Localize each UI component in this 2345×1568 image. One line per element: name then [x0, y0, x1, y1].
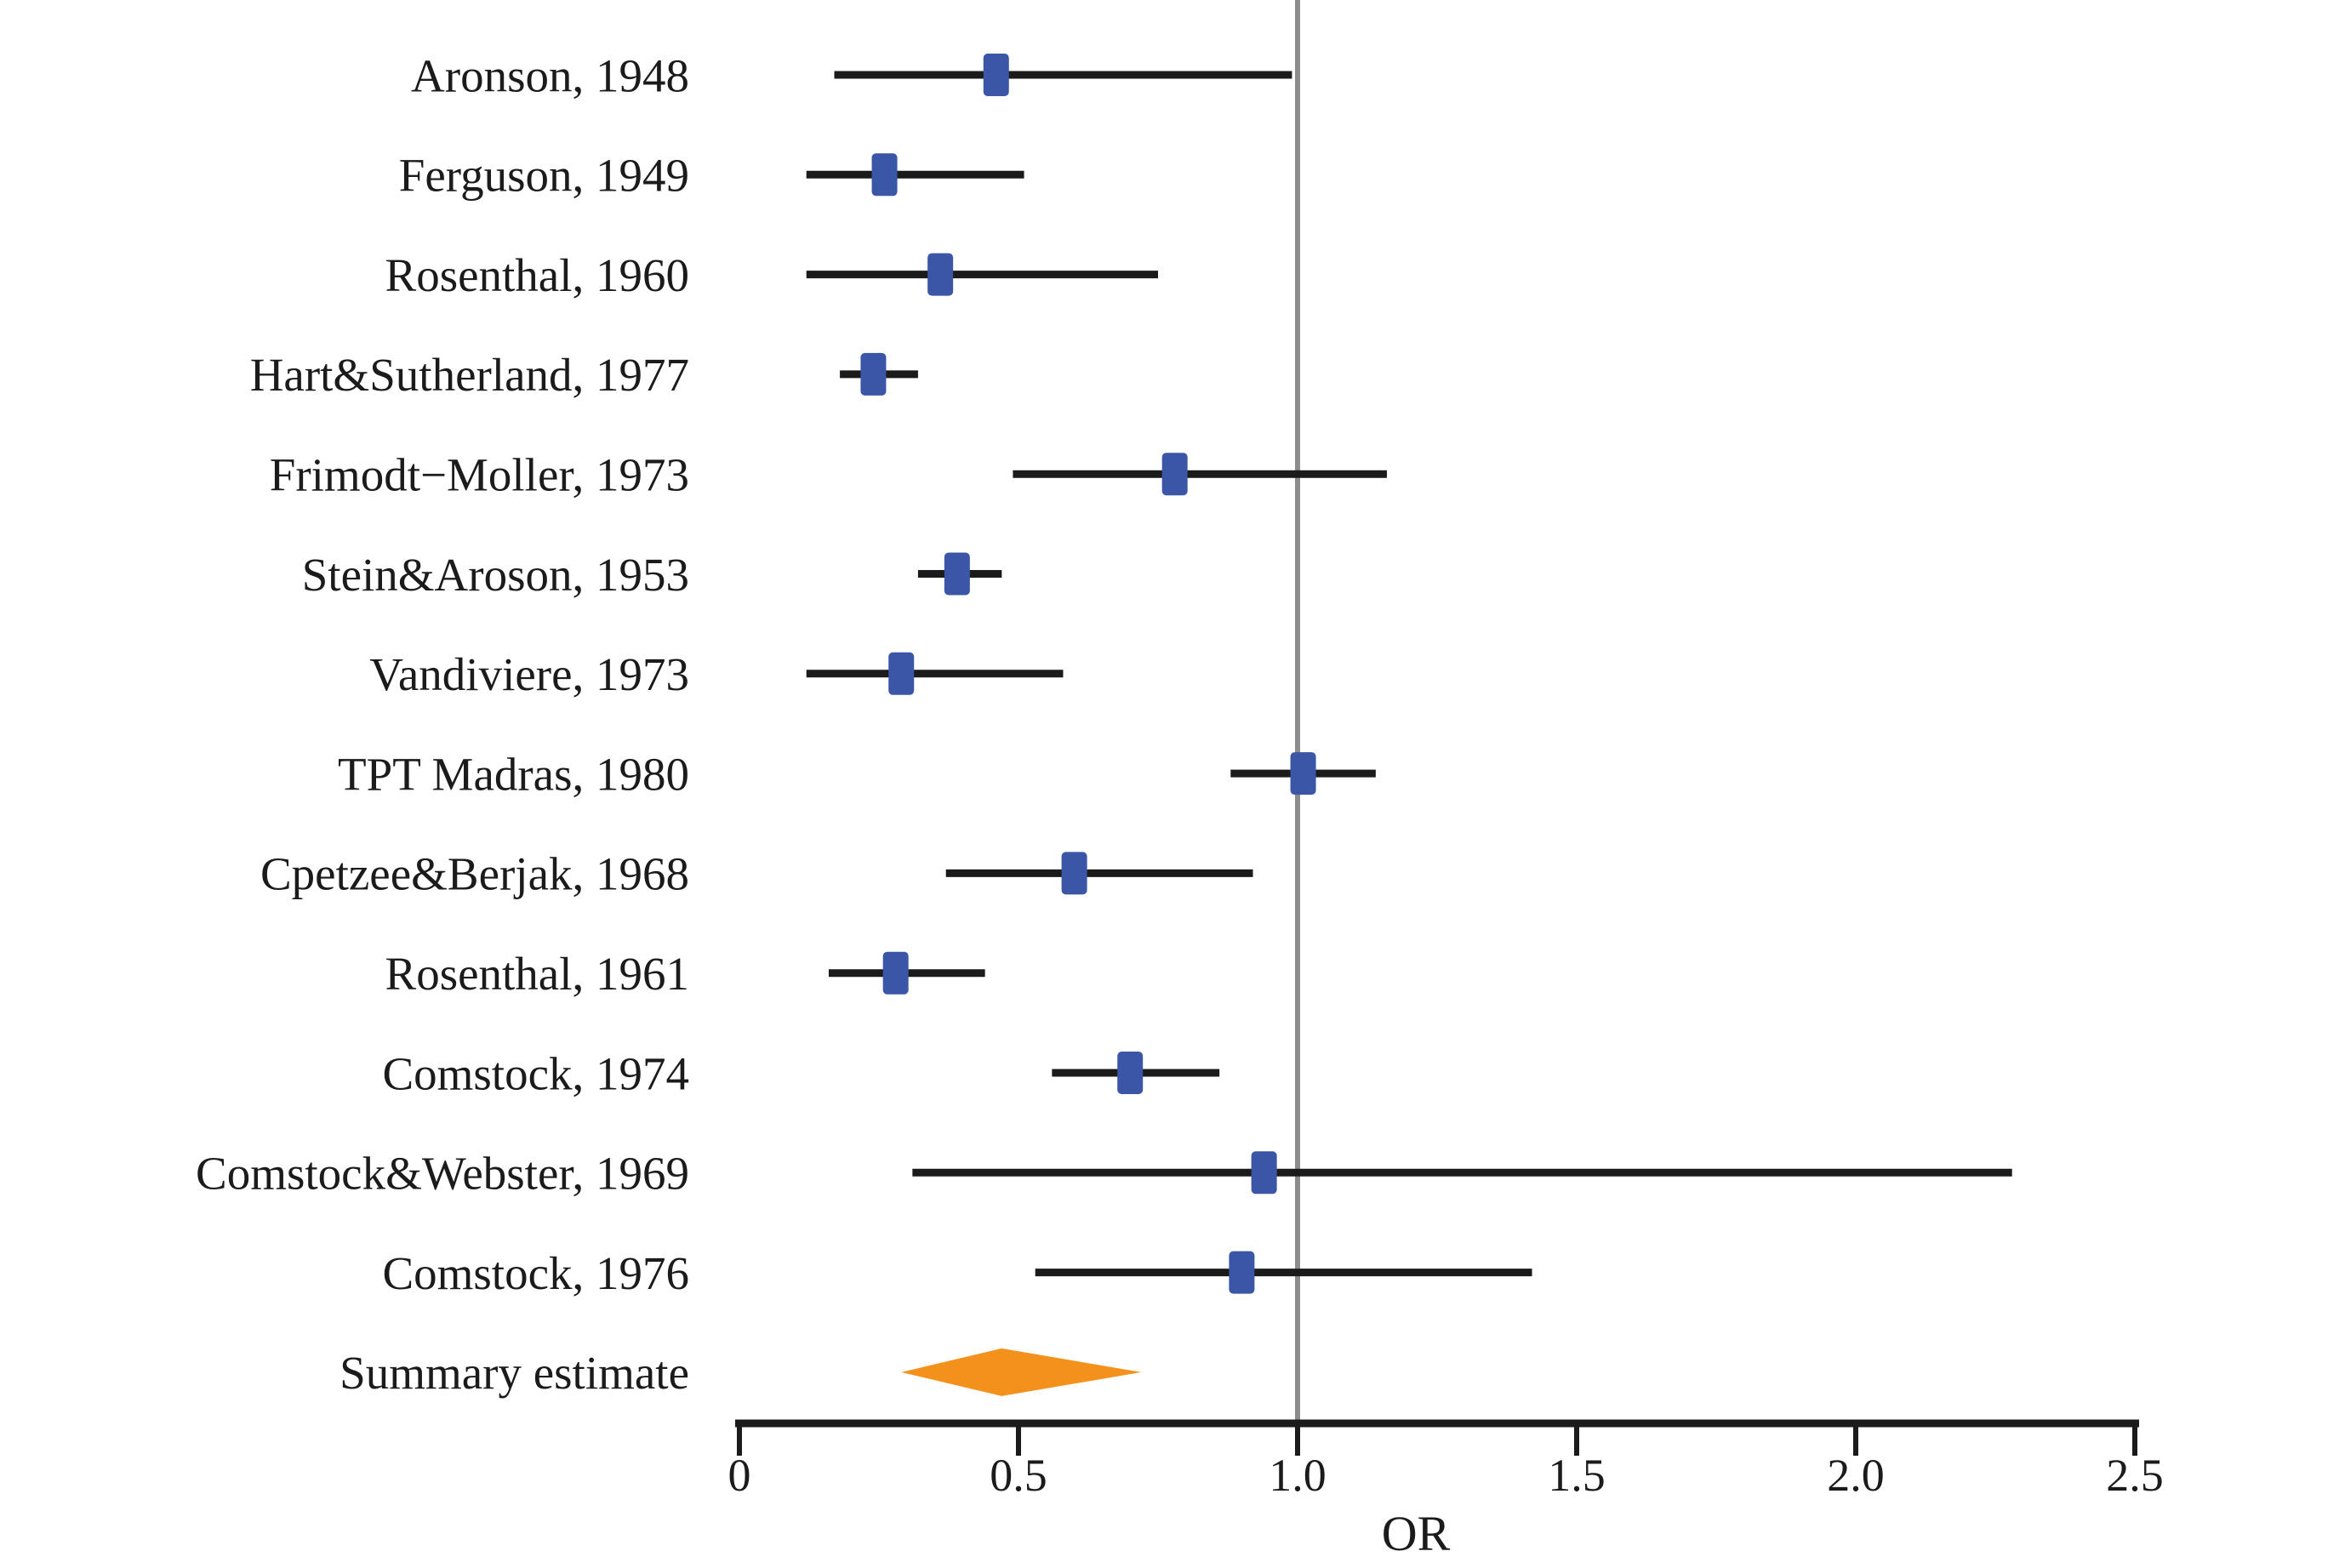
estimate-marker [1290, 752, 1316, 795]
estimate-marker [944, 552, 970, 596]
study-label: Frimodt−Moller, 1973 [270, 448, 689, 500]
x-axis-title: OR [1382, 1506, 1451, 1561]
estimate-marker [871, 153, 898, 197]
study-label: Aronson, 1948 [411, 49, 689, 101]
estimate-marker [983, 54, 1009, 96]
study-label: Rosenthal, 1961 [385, 948, 689, 1000]
summary-diamond [901, 1348, 1142, 1396]
x-tick-label: 1.5 [1548, 1450, 1606, 1501]
x-tick-label: 2.5 [2106, 1450, 2164, 1501]
x-tick-label: 2.0 [1827, 1450, 1885, 1501]
x-tick-label: 0 [728, 1450, 751, 1501]
estimate-marker [1161, 453, 1188, 496]
study-label: Stein&Aroson, 1953 [302, 549, 689, 601]
estimate-marker [1117, 1052, 1144, 1094]
study-label: Comstock, 1976 [382, 1247, 689, 1299]
estimate-marker [888, 652, 915, 695]
estimate-marker [1061, 852, 1087, 895]
study-label: Cpetzee&Berjak, 1968 [260, 848, 689, 900]
x-tick-label: 0.5 [990, 1450, 1047, 1501]
estimate-marker [1229, 1251, 1255, 1294]
study-label: Hart&Sutherland, 1977 [250, 349, 689, 401]
x-tick-label: 1.0 [1269, 1450, 1327, 1501]
estimate-marker [882, 951, 909, 995]
summary-label: Summary estimate [339, 1347, 689, 1399]
study-label: TPT Madras, 1980 [338, 748, 689, 800]
study-label: Comstock, 1974 [382, 1047, 689, 1099]
study-label: Ferguson, 1949 [399, 150, 689, 202]
study-label: Comstock&Webster, 1969 [196, 1148, 689, 1200]
estimate-marker [927, 253, 954, 296]
study-label: Vandiviere, 1973 [369, 648, 689, 700]
estimate-marker [1251, 1151, 1277, 1195]
estimate-marker [860, 352, 887, 396]
study-label: Rosenthal, 1960 [385, 249, 689, 301]
